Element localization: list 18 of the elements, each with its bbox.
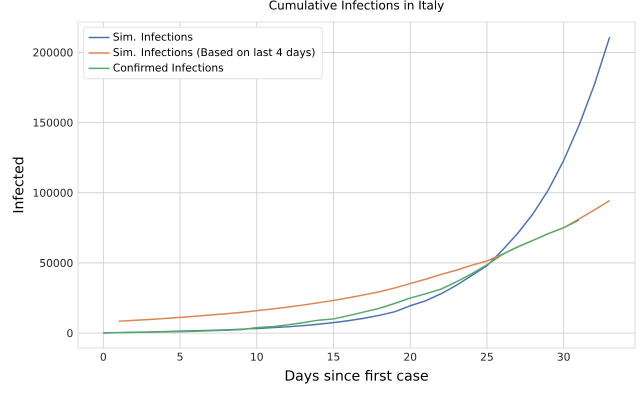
- y-tick-label: 50000: [40, 258, 73, 267]
- y-axis-title: Infected: [12, 158, 24, 212]
- x-tick-label: 5: [177, 352, 183, 361]
- y-tick-label: 0: [67, 329, 73, 338]
- x-tick-label: 30: [558, 352, 570, 361]
- chart-title: Cumulative Infections in Italy: [269, 0, 444, 12]
- y-tick-label: 100000: [34, 188, 73, 197]
- x-tick-label: 25: [480, 352, 493, 361]
- legend-label: Sim. Infections: [114, 32, 192, 41]
- x-tick-label: 15: [328, 352, 340, 361]
- x-tick-label: 0: [100, 352, 106, 361]
- x-axis-title: Days since first case: [286, 370, 428, 384]
- legend-label: Sim. Infections (Based on last 4 days): [114, 48, 315, 58]
- y-tick-label: 200000: [33, 48, 73, 56]
- legend-label: Confirmed Infections: [113, 63, 224, 72]
- x-tick-label: 10: [251, 352, 263, 361]
- y-tick-label: 150000: [34, 118, 73, 127]
- x-tick-label: 20: [404, 352, 416, 361]
